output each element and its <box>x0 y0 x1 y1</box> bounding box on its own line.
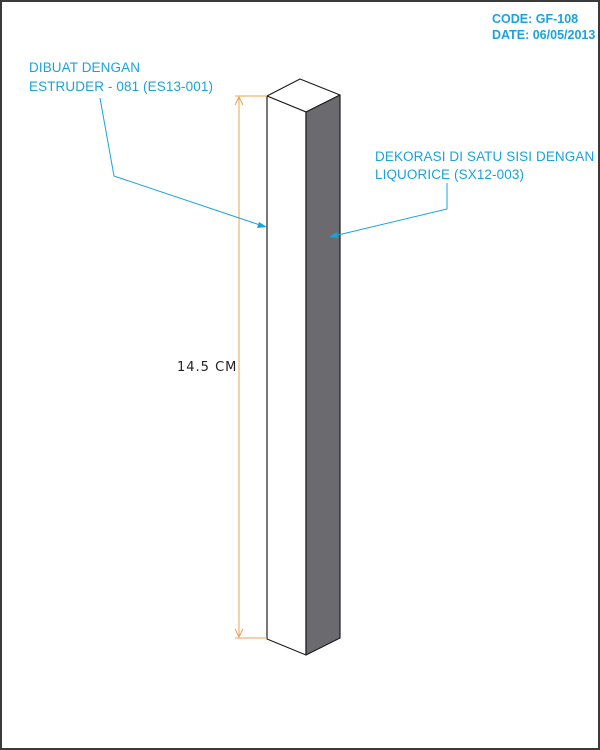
annotation-left-line2: ESTRUDER - 081 (ES13-001) <box>29 79 214 94</box>
height-dimension <box>234 95 267 639</box>
drawing-code: CODE: GF-108 <box>492 12 579 26</box>
leader-right-arrowhead <box>329 232 338 238</box>
dimension-arrow-bottom <box>234 628 244 639</box>
drawing-date: DATE: 06/05/2013 <box>492 28 596 42</box>
bar-side-face <box>305 94 341 656</box>
leader-right <box>337 183 448 236</box>
dimension-arrow-top <box>234 95 244 106</box>
annotation-left-line1: DIBUAT DENGAN <box>29 60 141 75</box>
annotation-right-line2: LIQUORICE (SX12-003) <box>375 167 525 182</box>
bar-front-face <box>266 95 307 656</box>
leader-left <box>99 97 261 226</box>
extruded-bar <box>266 78 341 656</box>
annotation-right-line1: DEKORASI DI SATU SISI DENGAN <box>375 149 595 164</box>
dimension-label: 14.5 CM <box>177 360 238 375</box>
leader-left-arrowhead <box>257 222 267 228</box>
